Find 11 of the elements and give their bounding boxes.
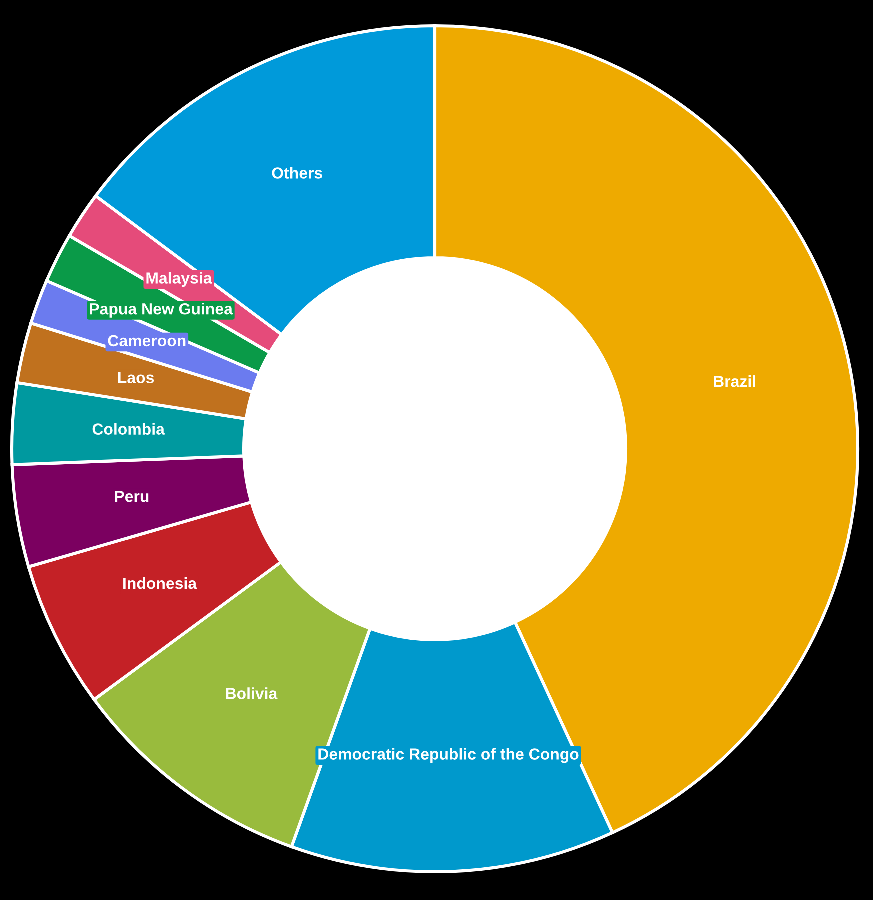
slice-label: Democratic Republic of the Congo (318, 748, 579, 764)
slice-label: Others (272, 167, 322, 179)
slice-label: Brazil (714, 376, 756, 388)
slice-label: Laos (118, 372, 154, 384)
slice-label: Bolivia (226, 688, 278, 700)
slice-label: Colombia (92, 423, 166, 435)
slice-label: Papua New Guinea (90, 303, 234, 318)
slice-label: Cameroon (108, 335, 186, 347)
slice-label: Indonesia (124, 577, 198, 590)
slice-label: Peru (115, 491, 149, 502)
slice-label: Malaysia (146, 272, 212, 288)
